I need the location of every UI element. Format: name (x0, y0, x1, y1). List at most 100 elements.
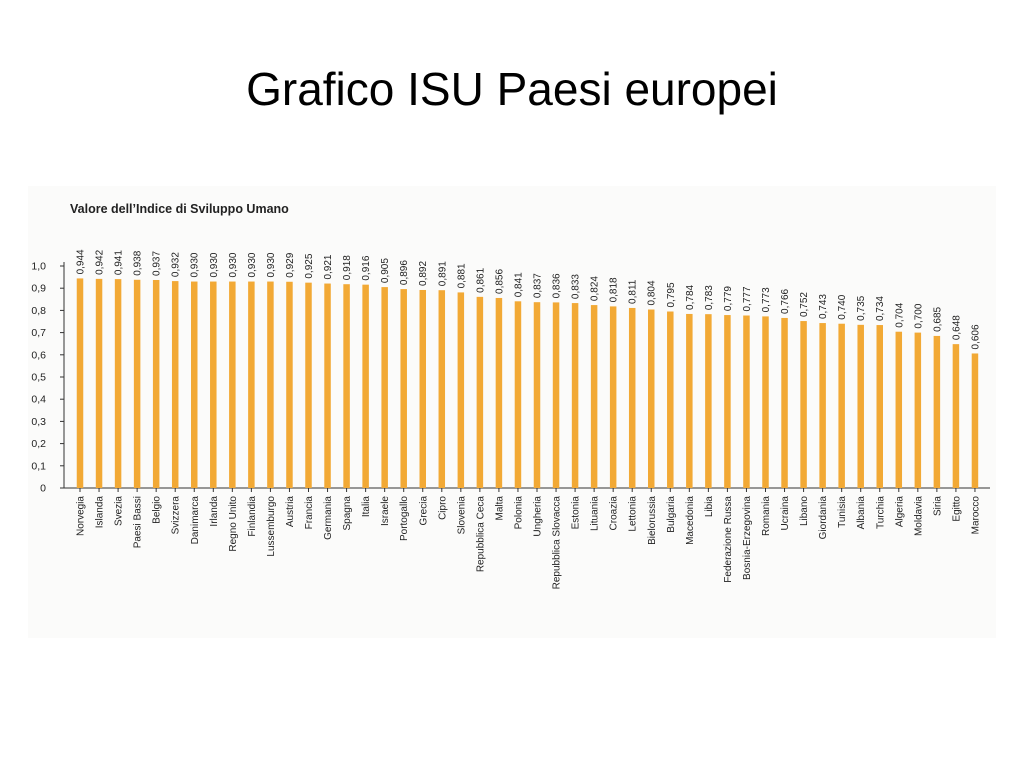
x-tick-label: Egitto (951, 496, 962, 522)
x-tick-label: Estonia (571, 496, 582, 530)
bar (210, 281, 217, 488)
x-tick-label: Federazione Russa (723, 496, 734, 583)
bar-value-label: 0,921 (323, 254, 334, 279)
bar (95, 278, 103, 488)
x-tick-label: Algeria (894, 496, 905, 528)
x-axis-labels: Norvegia Islanda Svezia Paesi Bassi Belgio Sv… (76, 488, 981, 589)
value-labels: 0,944 0,942 0,941 0,938 0,937 0,932 0,930 0,930… (76, 249, 982, 349)
bar-value-label: 0,606 (970, 324, 981, 349)
x-tick-label: Turchia (875, 496, 886, 529)
x-tick-label: Tunisia (837, 496, 848, 528)
bar-value-label: 0,930 (247, 252, 258, 277)
bar-value-label: 0,930 (190, 252, 201, 277)
x-tick-label: Portogallo (399, 496, 410, 541)
bar-value-label: 0,891 (437, 261, 448, 286)
bar (705, 314, 712, 488)
bar (762, 316, 769, 488)
hdi-bar-chart: Valore dell’Indice di Sviluppo Umano 0 0,… (31, 202, 990, 589)
bar-value-label: 0,896 (399, 260, 410, 285)
bar (667, 311, 674, 488)
bar-value-label: 0,779 (723, 286, 734, 311)
x-tick-label: Bielorussia (647, 496, 658, 545)
x-tick-label: Marocco (970, 496, 981, 535)
bar (229, 281, 236, 488)
bar-value-label: 0,740 (837, 294, 848, 319)
x-tick-label: Albania (856, 496, 867, 530)
bar-value-label: 0,735 (856, 295, 867, 320)
x-tick-label: Israele (380, 496, 391, 526)
bar-value-label: 0,942 (95, 249, 106, 274)
bar (152, 279, 160, 488)
bar (133, 279, 141, 488)
x-tick-label: Libia (704, 496, 715, 518)
x-tick-label: Grecia (418, 496, 429, 526)
bar (419, 289, 426, 488)
bar-value-label: 0,841 (513, 272, 524, 297)
x-tick-label: Bosnia-Erzegovina (742, 496, 753, 580)
y-tick-label: 0,9 (31, 283, 46, 295)
bar-value-label: 0,944 (76, 249, 87, 274)
x-tick-label: Belgio (152, 496, 163, 524)
x-tick-label: Slovenia (456, 496, 467, 535)
bar-value-label: 0,881 (456, 263, 467, 288)
x-tick-label: Ungheria (533, 496, 544, 537)
bar-value-label: 0,861 (475, 267, 486, 292)
x-tick-label: Spagna (342, 496, 353, 531)
bars (76, 278, 979, 488)
bar (552, 302, 560, 488)
y-tick-label: 0,4 (31, 394, 46, 406)
x-tick-label: Giordania (818, 496, 829, 540)
bar (191, 281, 198, 488)
x-tick-label: Repubblica Ceca (475, 496, 486, 573)
x-tick-label: Croazia (609, 496, 620, 531)
bar (267, 281, 274, 488)
bar (571, 303, 579, 488)
bar-value-label: 0,925 (304, 253, 315, 278)
bar-value-label: 0,704 (894, 302, 905, 327)
bar (609, 306, 617, 488)
x-tick-label: Norvegia (76, 496, 87, 536)
x-tick-label: Svizzera (171, 496, 182, 535)
bar-value-label: 0,743 (818, 294, 829, 319)
bar (171, 281, 179, 488)
bar (914, 332, 922, 488)
bar (248, 281, 255, 488)
bar-value-label: 0,930 (209, 252, 220, 277)
bar-value-label: 0,818 (609, 277, 620, 302)
x-tick-label: Svezia (114, 496, 125, 526)
chart-title: Valore dell’Indice di Sviluppo Umano (70, 202, 289, 216)
x-tick-label: Germania (323, 496, 334, 540)
bar (76, 278, 84, 488)
bar-value-label: 0,784 (685, 284, 696, 309)
bar (305, 282, 312, 488)
y-tick-label: 0,8 (31, 305, 46, 317)
bar (476, 296, 484, 488)
bar-value-label: 0,685 (932, 306, 943, 331)
bar-value-label: 0,766 (780, 288, 791, 313)
bar-value-label: 0,916 (361, 255, 372, 280)
y-tick-label: 0,5 (31, 372, 46, 384)
bar (800, 321, 807, 488)
bar (971, 353, 979, 488)
bar (324, 283, 331, 488)
bar-value-label: 0,892 (418, 261, 429, 286)
bar (648, 309, 655, 488)
y-axis: 0 0,1 0,2 0,3 0,4 0,5 0,6 0,7 0,8 0,9 1,0 (31, 261, 990, 495)
bar-value-label: 0,932 (171, 252, 182, 277)
x-tick-label: Lussemburgo (266, 496, 277, 557)
bar (514, 301, 522, 488)
chart-panel: Valore dell’Indice di Sviluppo Umano 0 0,… (28, 186, 996, 638)
bar-value-label: 0,777 (742, 286, 753, 311)
bar (362, 284, 369, 488)
bar-value-label: 0,856 (494, 269, 505, 294)
y-tick-label: 0 (40, 483, 46, 495)
y-tick-label: 0,7 (31, 327, 46, 339)
x-tick-label: Macedonia (685, 496, 696, 545)
x-tick-label: Irlanda (209, 496, 220, 527)
x-tick-label: Libano (799, 496, 810, 526)
bar (686, 313, 693, 488)
x-tick-label: Ucraina (780, 496, 791, 531)
bar (857, 324, 864, 488)
bar (533, 302, 541, 488)
bar-value-label: 0,795 (666, 282, 677, 307)
